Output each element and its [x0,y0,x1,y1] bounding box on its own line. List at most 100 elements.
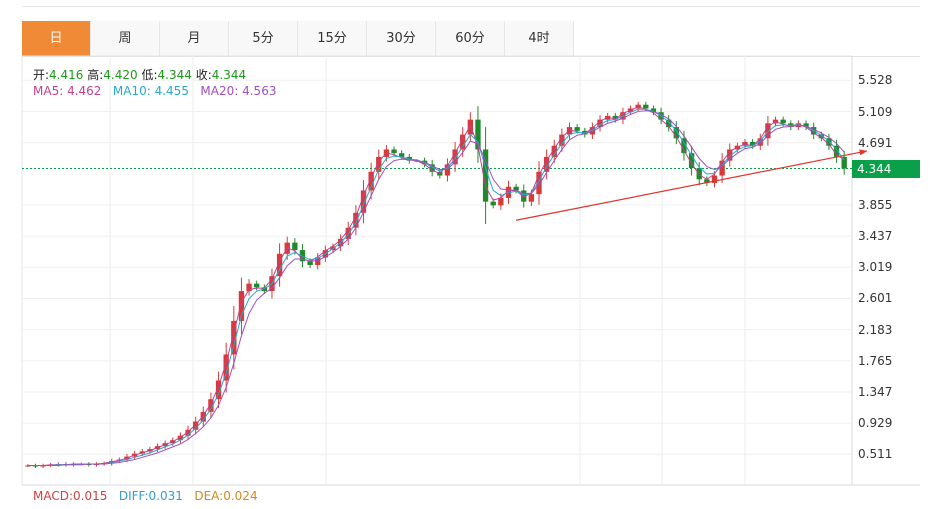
candle-body [185,429,191,436]
candle-body [429,164,435,172]
dea-label: DEA: [194,489,224,503]
open-value: 4.416 [49,68,84,82]
candle-body [589,127,596,135]
ma-line-ma20 [27,110,845,467]
moving-average-lines [27,106,845,467]
candle-body [841,156,847,169]
high-label: 高: [87,68,104,82]
candle-body [765,123,771,139]
candle-body [276,253,283,277]
y-tick-label: 0.929 [858,416,893,431]
close-value: 4.344 [211,68,247,82]
y-tick-label: 3.019 [858,260,893,275]
macd-value: 0.015 [73,489,108,503]
candle-body [192,421,199,430]
candle-body [215,380,222,400]
candle-body [391,149,397,154]
candle-body [467,119,474,135]
candle-body [353,212,359,228]
candle-body [803,123,809,128]
candle-body [757,138,763,146]
close-label: 收: [195,68,212,82]
tab-month[interactable]: 月 [160,21,229,56]
candle-body [307,261,313,265]
candle-body [238,291,245,321]
candle-body [368,171,374,191]
candle-body [780,119,786,124]
high-value: 4.420 [103,68,138,82]
tab-60min[interactable]: 60分 [436,21,505,56]
y-tick-label: 5.109 [858,104,893,119]
candle-body [528,194,535,202]
candle-body [727,149,733,161]
ma20-label: MA20: [200,84,239,98]
ma10-label: MA10: [112,84,151,98]
chart-border [21,55,853,486]
tab-4hour[interactable]: 4时 [505,21,574,56]
candle-body [200,411,206,422]
candle-body [315,257,321,265]
candle-body [666,119,672,128]
candle-body [643,104,649,109]
candle-body [711,175,718,183]
y-tick-label: 1.347 [858,384,893,399]
candle-body [452,149,458,165]
candle-body [513,186,519,191]
ma-readout: MA5: 4.462 MA10: 4.455 MA20: 4.563 [33,84,276,98]
candle-body [688,153,695,169]
candle-body [475,119,481,150]
ma10-value: 4.455 [154,84,189,98]
tab-15min[interactable]: 15分 [298,21,367,56]
candle-body [833,145,840,157]
y-tick-label: 1.765 [858,353,893,368]
candle-body [460,134,466,150]
y-tick-label: 2.183 [858,322,893,337]
tab-bar-spacer [574,21,920,56]
candle-body [559,134,565,146]
ma20-value: 4.563 [242,84,277,98]
ma5-value: 4.462 [67,84,102,98]
y-tick-label: 0.511 [858,447,893,462]
diff-label: DIFF: [118,489,149,503]
macd-readout: MACD:0.015 DIFF:0.031 DEA:0.024 [33,489,258,503]
diff-value: 0.031 [148,489,183,503]
candle-body [498,197,504,206]
ma-line-ma10 [27,108,845,467]
low-value: 4.344 [157,68,192,82]
candle-body [749,142,756,146]
ma5-label: MA5: [33,84,64,98]
ma-line-ma5 [27,106,845,467]
candle-body [376,156,382,172]
candle-body [696,168,702,180]
trendline [515,150,868,221]
candle-body [521,190,527,202]
tab-5min[interactable]: 5分 [229,21,298,56]
chart-grid [21,55,920,486]
candle-body [444,164,451,176]
candle-body [231,320,237,355]
y-tick-label: 4.691 [858,135,893,150]
candle-body [650,108,657,113]
current-price-tag: 4.344 [852,159,920,178]
candle-body [566,127,573,135]
y-tick-label: 2.601 [858,291,893,306]
macd-label: MACD: [33,489,74,503]
tab-30min[interactable]: 30分 [367,21,436,56]
candle-body [826,138,832,146]
candle-body [543,156,550,172]
dea-value: 0.024 [223,489,258,503]
candle-body [360,190,367,213]
candle-body [292,242,298,251]
candle-body [818,134,824,139]
period-tabs: 日 周 月 5分 15分 30分 60分 4时 [22,21,920,57]
candle-body [490,201,496,206]
y-tick-label: 5.528 [858,73,893,88]
candlestick-series [25,101,847,469]
candle-body [597,119,603,128]
candle-body [177,435,184,441]
tab-day[interactable]: 日 [22,21,91,56]
candle-body [345,227,351,239]
candle-body [673,127,680,139]
tab-week[interactable]: 周 [91,21,160,56]
